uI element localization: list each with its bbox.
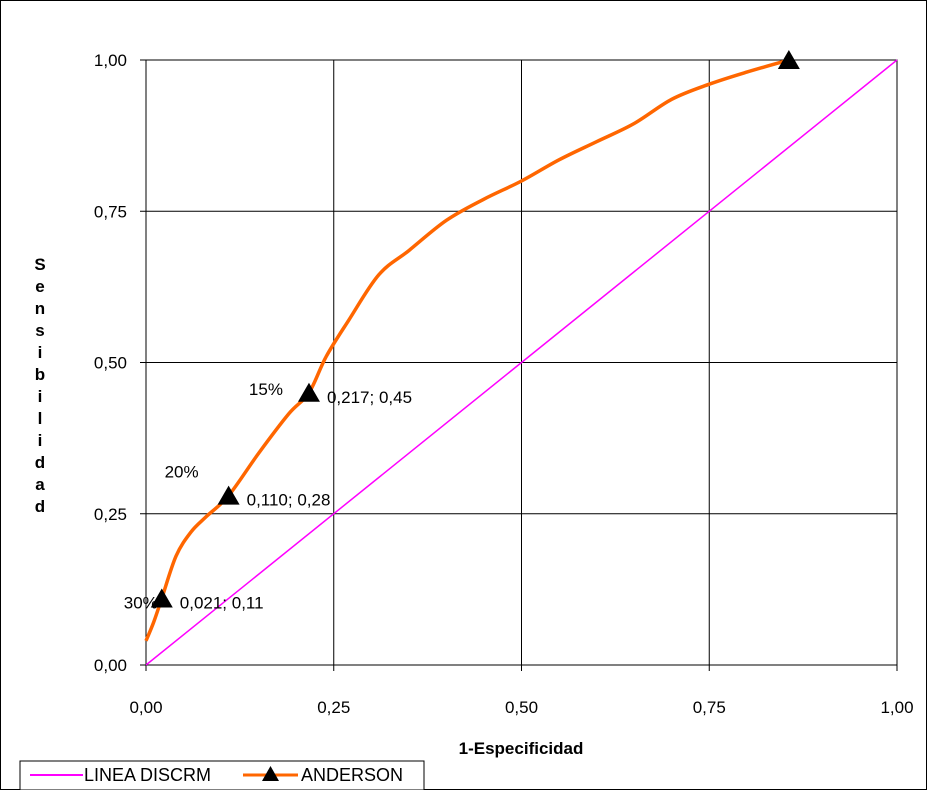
y-axis-title-letter: e <box>35 277 44 296</box>
legend-label-linea-discrm: LINEA DISCRM <box>84 765 211 785</box>
threshold-label: 20% <box>165 463 199 482</box>
y-axis-title-letter: a <box>35 475 45 494</box>
y-tick-label: 1,00 <box>94 51 127 70</box>
data-point-marker <box>297 382 320 402</box>
series-line-anderson <box>144 58 790 642</box>
y-axis-title-letter: S <box>34 255 45 274</box>
series-line-linea-discrm <box>145 59 898 666</box>
x-tick-label: 0,50 <box>505 698 538 717</box>
y-axis-title-letter: i <box>38 387 43 406</box>
data-label: 0,110; 0,28 <box>247 491 331 510</box>
y-axis-title-letter: s <box>35 321 44 340</box>
tick-layer: 0,00 0,25 0,50 0,75 1,00 0,00 0,25 0,50 0,75 1,00 <box>94 51 914 717</box>
threshold-label: 30% <box>124 593 158 612</box>
annotation-layer: 0,021; 0,11 0,110; 0,28 0,217; 0,45 30% 20% 1… <box>124 380 412 613</box>
data-point-marker <box>150 588 173 608</box>
legend-box <box>19 760 425 791</box>
x-tick-label: 0,75 <box>693 698 726 717</box>
threshold-label: 15% <box>249 380 283 399</box>
y-tick-label: 0,00 <box>94 656 127 675</box>
y-tick-label: 0,50 <box>94 354 127 373</box>
y-tick-label: 0,75 <box>94 202 127 221</box>
x-tick-label: 0,25 <box>317 698 350 717</box>
legend-marker-anderson <box>262 766 279 781</box>
data-label: 0,021; 0,11 <box>180 593 264 612</box>
x-tick-label: 1,00 <box>880 698 913 717</box>
legend: LINEA DISCRM ANDERSON <box>19 760 425 791</box>
series-layer <box>144 50 898 666</box>
y-axis-title-letter: i <box>38 343 43 362</box>
x-tick-label: 0,00 <box>129 698 162 717</box>
y-tick-label: 0,25 <box>94 505 127 524</box>
data-point-marker <box>217 485 240 505</box>
y-axis-title-letter: l <box>38 409 43 428</box>
y-axis-title-letter: d <box>35 453 45 472</box>
y-axis-title-letter: d <box>35 497 45 516</box>
legend-label-anderson: ANDERSON <box>301 765 403 785</box>
data-label: 0,217; 0,45 <box>327 388 412 407</box>
y-axis-title-letter: n <box>35 299 45 318</box>
y-axis-title-letter: b <box>35 365 45 384</box>
x-axis-title: 1-Especificidad <box>459 739 584 758</box>
data-point-marker <box>777 50 800 69</box>
y-axis-title-letter: i <box>38 431 43 450</box>
